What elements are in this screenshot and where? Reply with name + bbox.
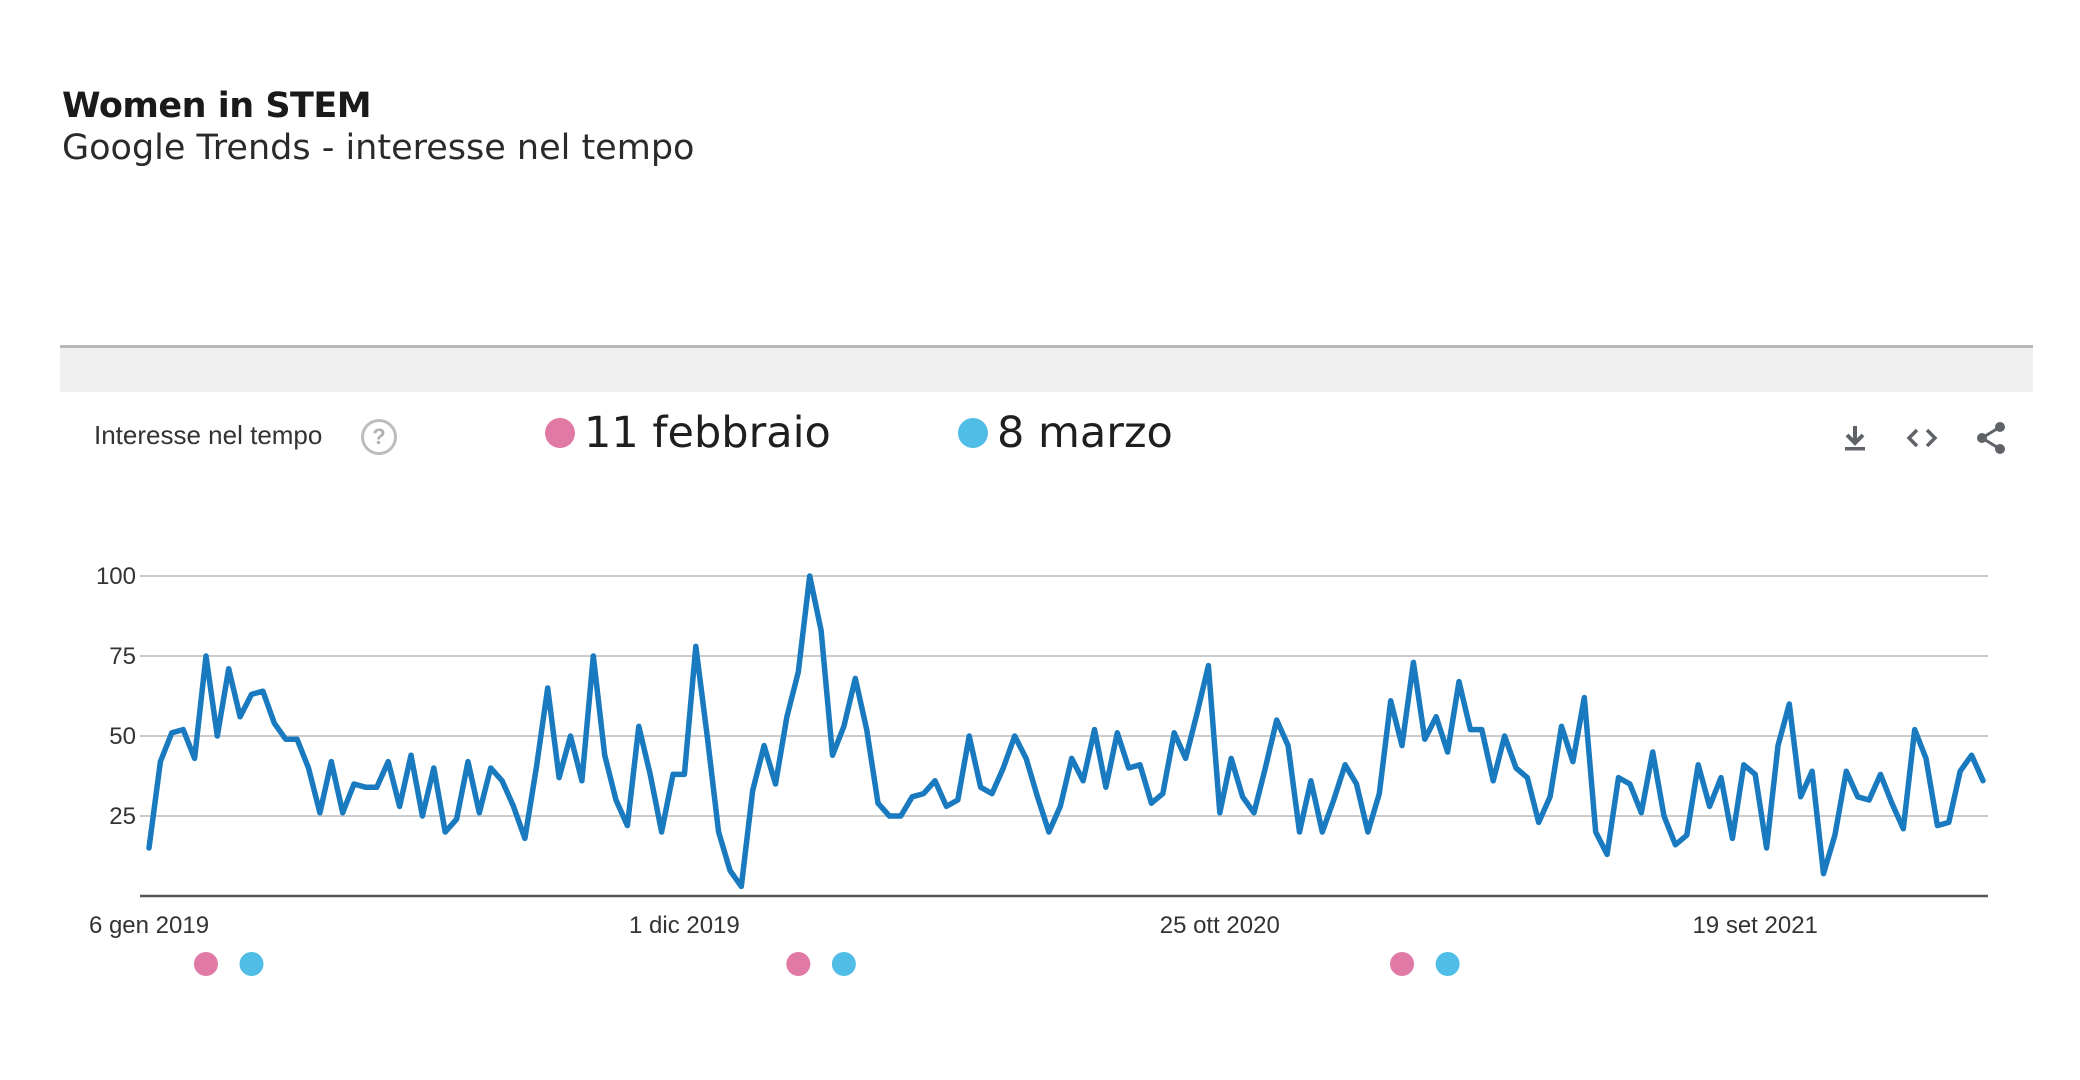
event-marker [1435,952,1460,976]
y-tick-label: 25 [109,803,136,830]
chart-subtitle: Google Trends - interesse nel tempo [62,128,695,168]
legend-dot-blue [958,418,988,448]
event-marker [786,952,811,976]
legend-label: 11 febbraio [584,408,831,458]
card-title: Interesse nel tempo [94,420,323,450]
x-tick-label: 19 set 2021 [1692,912,1817,939]
card-header-band [60,345,2033,392]
y-tick-label: 50 [109,723,136,750]
share-icon[interactable] [1972,418,2012,458]
legend-dot-pink [545,418,575,448]
x-tick-label: 1 dic 2019 [629,912,740,939]
legend-label: 8 marzo [997,408,1173,458]
legend-item-11-febbraio: 11 febbraio [545,408,831,458]
x-tick-label: 25 ott 2020 [1160,912,1280,939]
event-marker [1390,952,1415,976]
chart-title: Women in STEM [62,86,372,126]
event-marker [193,952,218,976]
y-tick-label: 75 [109,643,136,670]
y-tick-label: 100 [96,563,136,590]
legend-item-8-marzo: 8 marzo [958,408,1173,458]
x-tick-label: 6 gen 2019 [89,912,209,939]
embed-code-icon[interactable] [1902,418,1942,458]
download-icon[interactable] [1835,418,1875,458]
event-marker [831,952,856,976]
question-circle-icon[interactable]: ? [361,419,397,455]
series-line [146,573,1986,890]
event-marker [239,952,264,976]
